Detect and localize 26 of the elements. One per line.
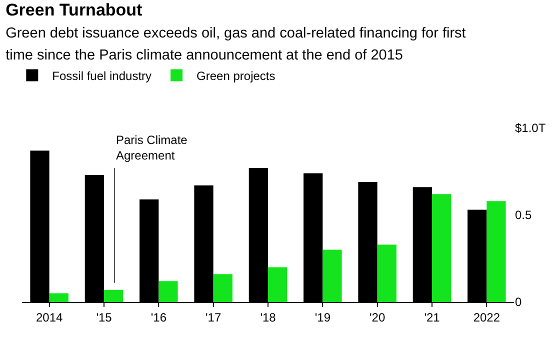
legend-label: Fossil fuel industry bbox=[52, 68, 152, 83]
chart-title: Green Turnabout bbox=[6, 0, 143, 20]
x-tick-label: '20 bbox=[370, 310, 386, 324]
bar bbox=[268, 267, 288, 302]
annotation: Paris Climate Agreement bbox=[116, 133, 188, 163]
y-tick-label: 0 bbox=[515, 295, 522, 310]
chart-subtitle: Green debt issuance exceeds oil, gas and coal-related financing for first time since the Paris climate announcement at the end of 2015 bbox=[6, 25, 466, 64]
y-tick-label: $1.0T bbox=[515, 121, 546, 136]
bar bbox=[486, 201, 506, 302]
x-tick-label: '17 bbox=[206, 310, 222, 324]
bar bbox=[158, 281, 178, 302]
bar bbox=[377, 244, 396, 302]
x-tick-label: '16 bbox=[150, 310, 167, 324]
bar bbox=[213, 274, 232, 302]
bar bbox=[49, 293, 68, 302]
x-tick-label: 2014 bbox=[36, 310, 63, 324]
x-tick-label: '19 bbox=[314, 310, 331, 324]
x-tick-label: '18 bbox=[260, 310, 276, 324]
bar bbox=[322, 250, 342, 302]
legend-label: Green projects bbox=[196, 68, 276, 83]
y-tick-label: 0.5 bbox=[515, 208, 532, 222]
bar bbox=[432, 194, 452, 302]
x-tick-label: 2022 bbox=[473, 310, 500, 324]
x-tick-label: '21 bbox=[424, 310, 440, 324]
bar bbox=[104, 290, 124, 302]
x-tick-label: '15 bbox=[96, 310, 112, 324]
